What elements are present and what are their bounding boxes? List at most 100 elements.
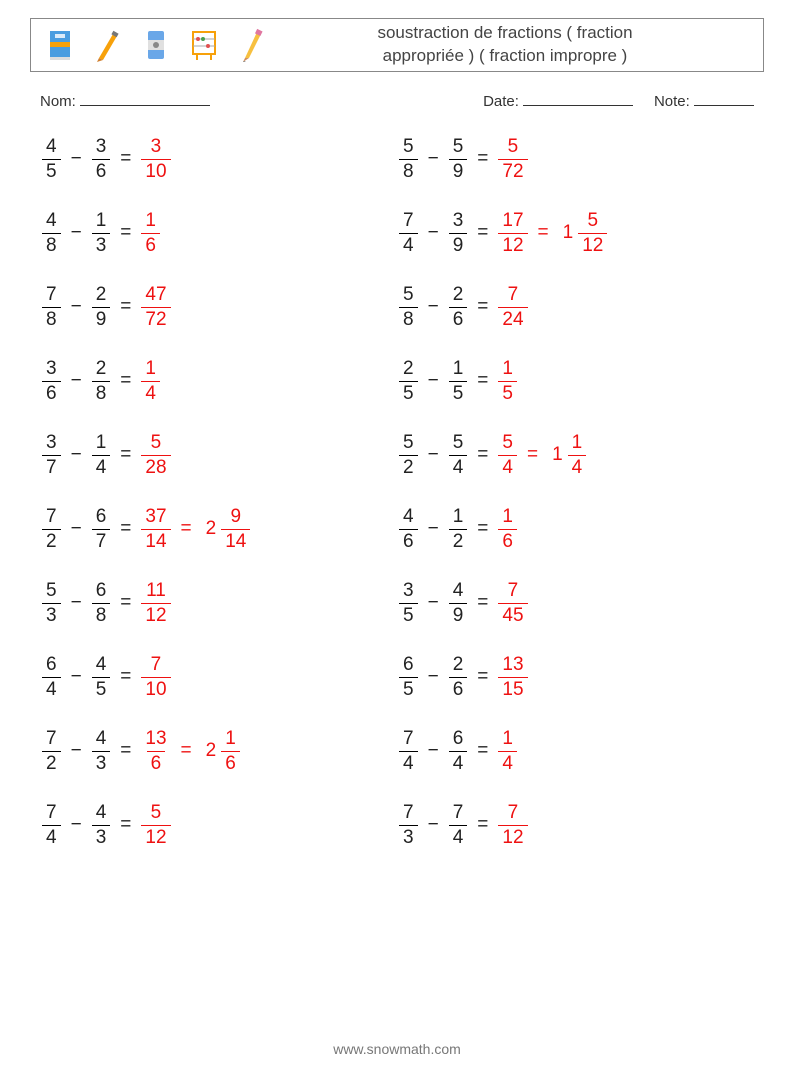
paintbrush-icon [93, 28, 123, 62]
fraction: 73 [399, 802, 418, 849]
fraction: 13 [92, 210, 111, 257]
fraction: 1315 [498, 654, 527, 701]
minus-op: − [71, 148, 82, 170]
equals-op: = [477, 148, 488, 170]
fraction: 45 [92, 654, 111, 701]
problem-row: 58−26=724 [397, 270, 754, 344]
minus-op: − [71, 666, 82, 688]
fraction: 72 [42, 728, 61, 775]
fraction: 14 [568, 432, 587, 479]
equals-op: = [477, 666, 488, 688]
fraction: 58 [399, 136, 418, 183]
equals-op: = [120, 148, 131, 170]
fraction: 710 [141, 654, 170, 701]
mixed-whole: 2 [206, 740, 217, 762]
fraction: 136 [141, 728, 170, 775]
fraction: 36 [42, 358, 61, 405]
problem-row: 64−45=710 [40, 640, 397, 714]
minus-op: − [71, 740, 82, 762]
problem-row: 25−15=15 [397, 344, 754, 418]
title-line-1: soustraction de fractions ( fraction [377, 23, 632, 42]
fraction: 39 [449, 210, 468, 257]
fraction: 36 [92, 136, 111, 183]
fraction: 59 [449, 136, 468, 183]
equals-op: = [477, 814, 488, 836]
name-blank [80, 90, 210, 106]
minus-op: − [428, 518, 439, 540]
fraction: 16 [141, 210, 160, 257]
equals-op: = [120, 222, 131, 244]
problem-row: 35−49=745 [397, 566, 754, 640]
problem-row: 48−13=16 [40, 196, 397, 270]
minus-op: − [428, 370, 439, 392]
problem-row: 72−67=3714=2914 [40, 492, 397, 566]
problem-row: 65−26=1315 [397, 640, 754, 714]
fraction: 68 [92, 580, 111, 627]
fraction: 74 [42, 802, 61, 849]
equals-op: = [477, 296, 488, 318]
fraction: 310 [141, 136, 170, 183]
fraction: 53 [42, 580, 61, 627]
fraction: 14 [141, 358, 160, 405]
problem-row: 36−28=14 [40, 344, 397, 418]
fraction: 49 [449, 580, 468, 627]
minus-op: − [71, 222, 82, 244]
fraction: 528 [141, 432, 170, 479]
equals-op: = [120, 814, 131, 836]
fraction: 46 [399, 506, 418, 553]
minus-op: − [428, 666, 439, 688]
equals-op: = [181, 740, 192, 762]
fraction: 14 [92, 432, 111, 479]
fraction: 914 [221, 506, 250, 553]
problem-row: 78−29=4772 [40, 270, 397, 344]
fraction: 54 [498, 432, 517, 479]
fraction: 64 [42, 654, 61, 701]
meta-row: Nom: Date: Note: [40, 90, 754, 110]
equals-op: = [120, 296, 131, 318]
problem-row: 45−36 = 310 [40, 122, 397, 196]
right-column: 58−59=57274−39=1712=151258−26=72425−15=1… [397, 122, 754, 862]
equals-op: = [477, 444, 488, 466]
equals-op: = [477, 592, 488, 614]
fraction: 1712 [498, 210, 527, 257]
fraction: 72 [42, 506, 61, 553]
fraction: 3714 [141, 506, 170, 553]
equals-op: = [120, 370, 131, 392]
problem-row: 74−39=1712=1512 [397, 196, 754, 270]
equals-op: = [120, 592, 131, 614]
equals-op: = [477, 370, 488, 392]
fraction: 74 [399, 728, 418, 775]
fraction: 29 [92, 284, 111, 331]
minus-op: − [428, 296, 439, 318]
equals-op: = [120, 740, 131, 762]
minus-op: − [428, 222, 439, 244]
problem-row: 58−59=572 [397, 122, 754, 196]
equals-op: = [477, 740, 488, 762]
fraction: 58 [399, 284, 418, 331]
worksheet-title: soustraction de fractions ( fraction app… [267, 22, 763, 68]
problem-row: 74−64=14 [397, 714, 754, 788]
fraction: 45 [42, 136, 61, 183]
equals-op: = [120, 518, 131, 540]
header-box: soustraction de fractions ( fraction app… [30, 18, 764, 72]
fraction: 14 [498, 728, 517, 775]
fraction: 512 [578, 210, 607, 257]
fraction: 16 [498, 506, 517, 553]
book-icon [45, 28, 75, 62]
note-blank [694, 90, 754, 106]
minus-op: − [71, 814, 82, 836]
fraction: 26 [449, 654, 468, 701]
minus-op: − [71, 592, 82, 614]
pencil-icon [237, 28, 267, 62]
equals-op: = [181, 518, 192, 540]
fraction: 745 [498, 580, 527, 627]
fraction: 512 [141, 802, 170, 849]
minus-op: − [71, 518, 82, 540]
fraction: 12 [449, 506, 468, 553]
abacus-icon [189, 28, 219, 62]
minus-op: − [428, 740, 439, 762]
fraction: 74 [399, 210, 418, 257]
problem-row: 73−74=712 [397, 788, 754, 862]
fraction: 15 [449, 358, 468, 405]
date-label: Date: [483, 93, 519, 110]
